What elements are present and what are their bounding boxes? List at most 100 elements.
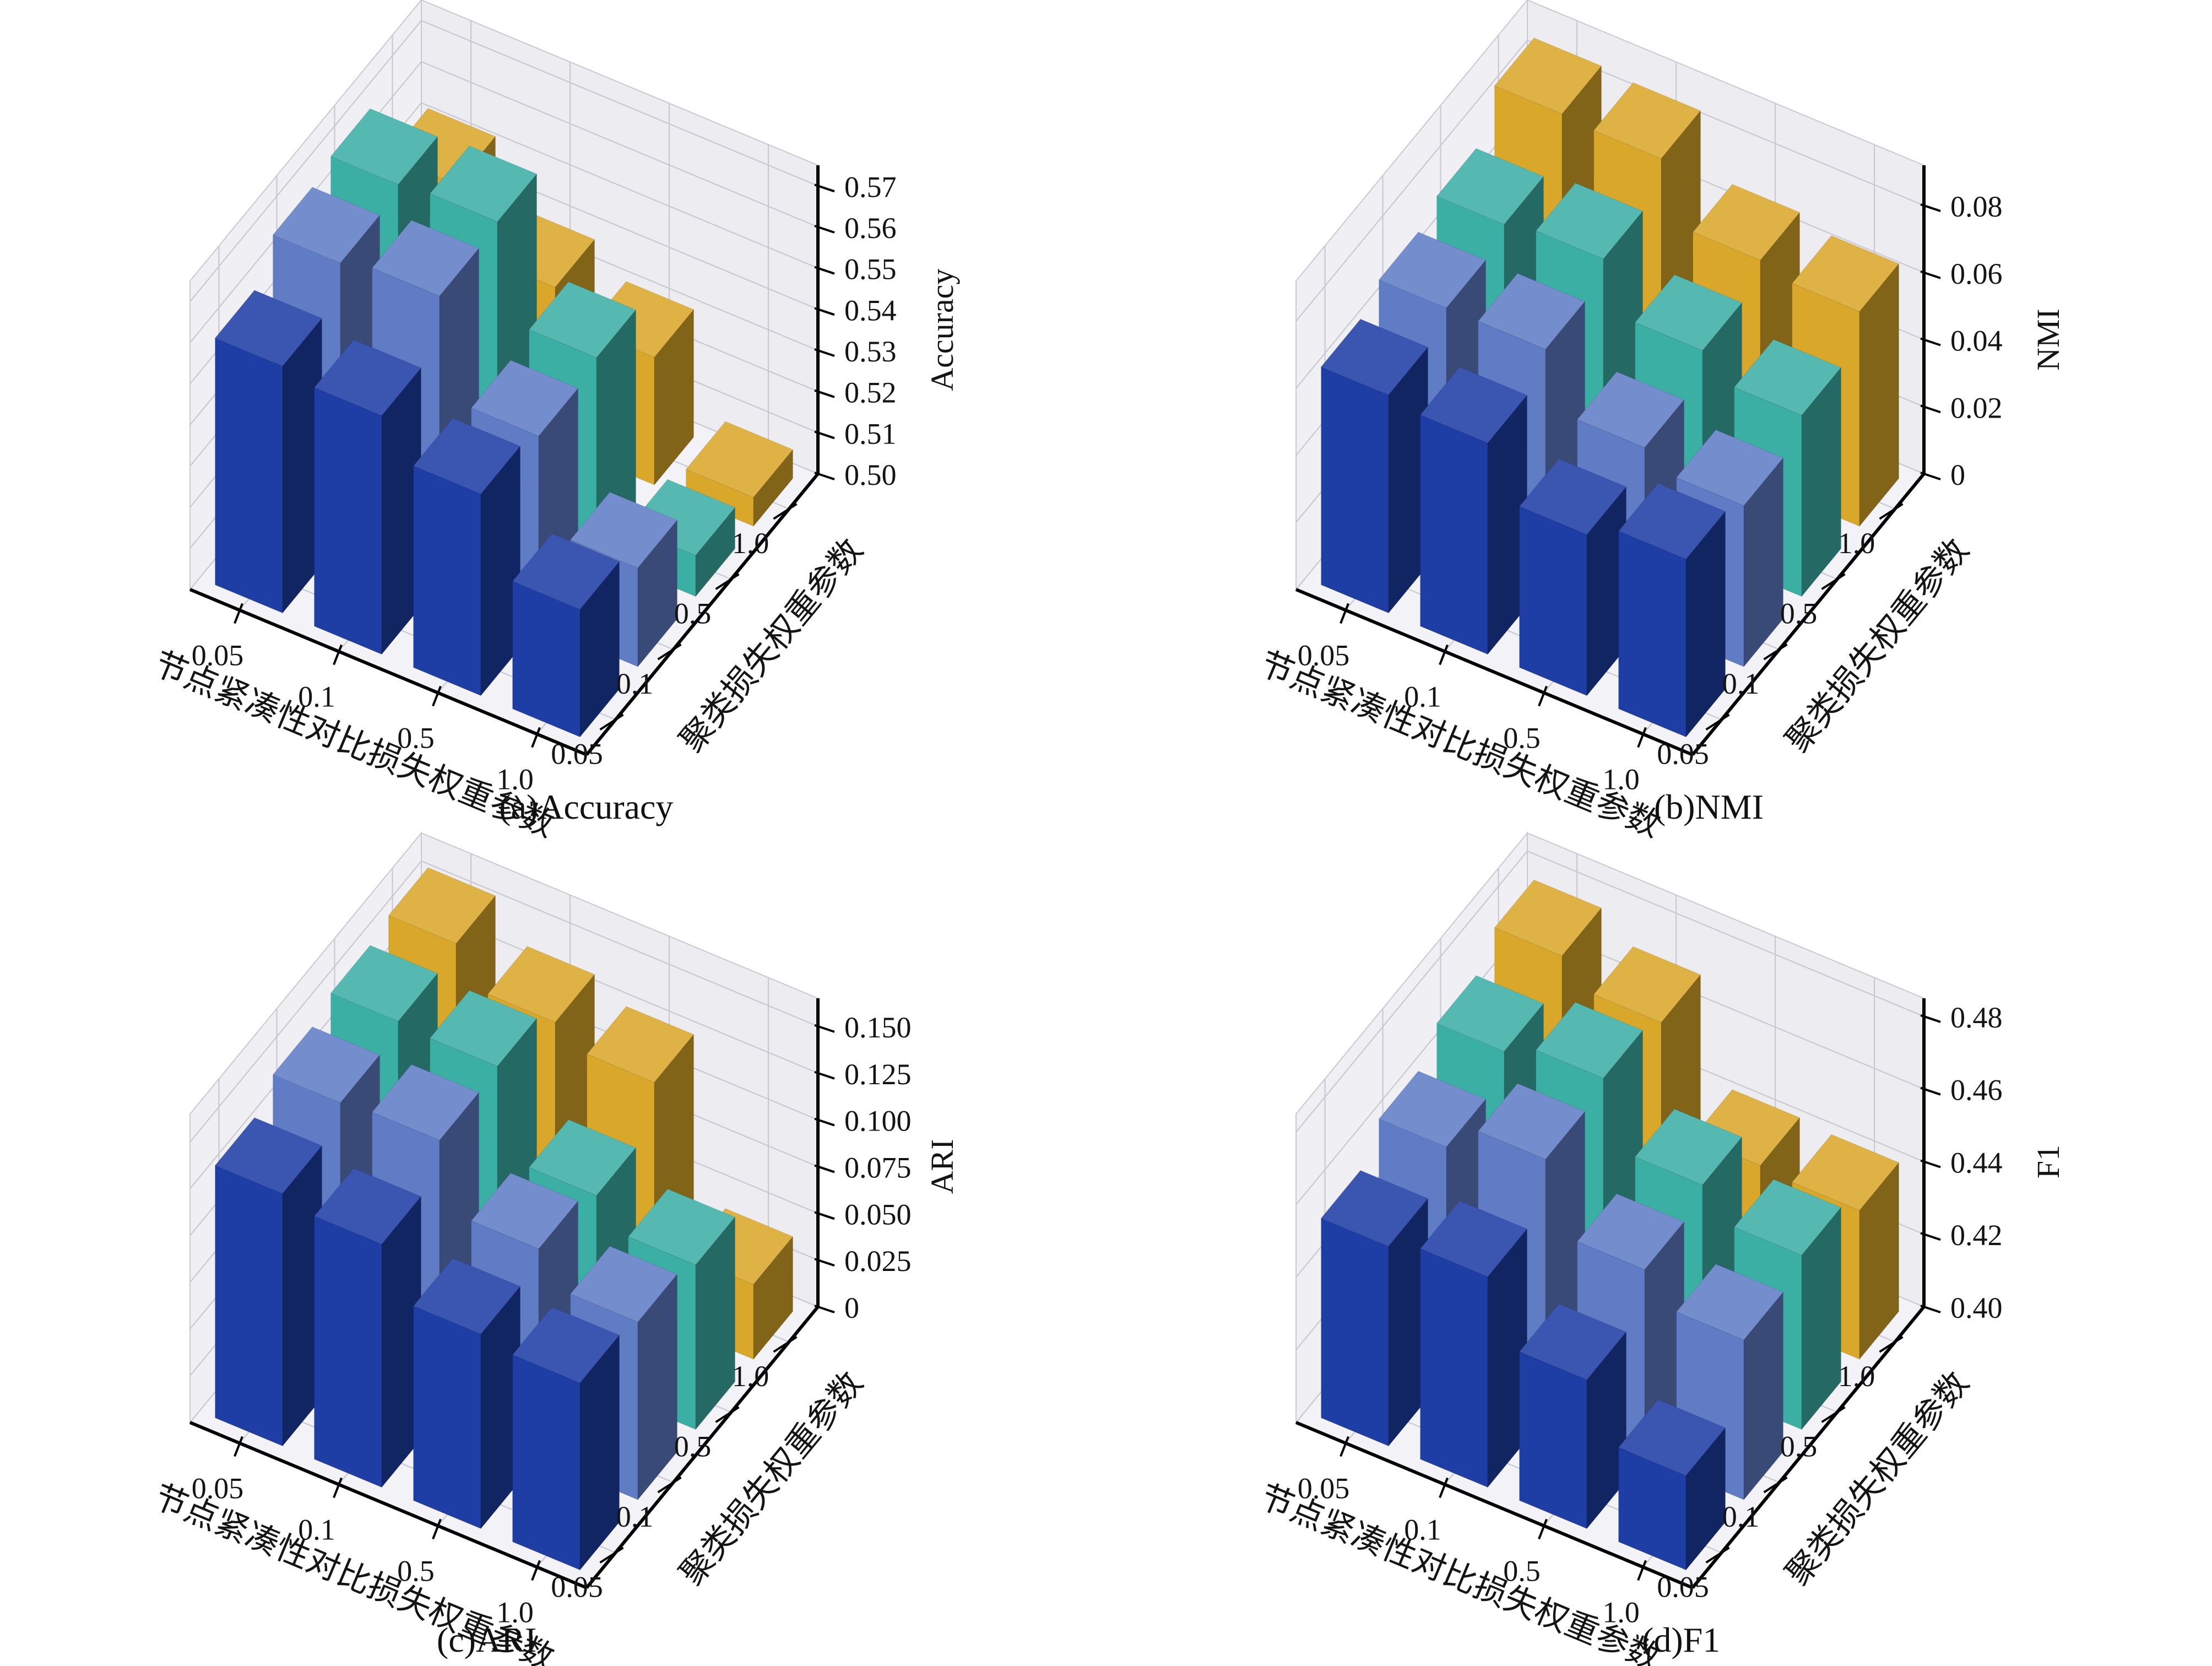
x-axis-line <box>1295 588 1694 756</box>
bar-top <box>272 1026 381 1104</box>
caption-f1: (d)F1 <box>1642 1620 1721 1659</box>
x-tick-mark <box>1439 644 1449 666</box>
bar-top <box>1576 1193 1685 1270</box>
bar-top <box>371 1064 480 1141</box>
y-tick-mark <box>773 1336 798 1353</box>
bar-front-0.05-0.1 <box>314 387 382 655</box>
bar-top <box>371 220 480 297</box>
bar-front-0.05-0.5 <box>1519 506 1587 696</box>
bar-top <box>1618 483 1726 560</box>
y-tick-label: 1.0 <box>732 1360 769 1393</box>
z-tick-mark <box>814 1164 835 1173</box>
z-tick-mark <box>814 348 835 357</box>
bar-top <box>1634 1108 1743 1186</box>
caption-nmi: (b)NMI <box>1653 787 1764 826</box>
y-tick-mark <box>599 713 624 731</box>
bar-top <box>214 290 323 367</box>
caption-accuracy: (a)Accuracy <box>499 787 674 826</box>
bar-top <box>685 421 794 498</box>
x-tick-mark <box>1340 1436 1349 1457</box>
z-tick-mark <box>814 430 835 440</box>
bar-top <box>1634 274 1743 351</box>
grid-line-z <box>421 102 818 269</box>
bar-front-0.05-0.1 <box>1420 414 1488 655</box>
bar-front-0.05-0.05 <box>215 1165 283 1447</box>
z-tick-label: 0.06 <box>1950 257 2003 290</box>
z-tick-label: 0 <box>1950 458 1965 491</box>
z-axis-title: F1 <box>2030 1145 2066 1178</box>
z-tick-label: 0.04 <box>1950 324 2003 358</box>
x-tick-mark <box>531 727 541 748</box>
grid-line-z <box>1295 40 1528 322</box>
bar-top <box>1535 182 1644 259</box>
bar-top <box>313 1168 422 1245</box>
x-tick-label: 0.05 <box>1298 639 1350 672</box>
bar-top <box>1477 1083 1586 1160</box>
bar-top <box>1733 339 1842 416</box>
y-tick-label: 0.05 <box>551 737 603 770</box>
x-axis-line <box>189 1421 588 1589</box>
y-tick-mark <box>1763 1476 1788 1494</box>
y-tick-mark <box>657 1476 682 1494</box>
z-axis-title: NMI <box>2030 309 2066 371</box>
z-tick-mark <box>1920 270 1941 279</box>
z-tick-label: 0.52 <box>844 376 897 409</box>
bar-top <box>1519 1303 1627 1381</box>
bar-top <box>586 1006 695 1083</box>
z-tick-label: 0.46 <box>1950 1074 2003 1107</box>
x-tick-label: 1.0 <box>1602 1596 1640 1629</box>
x-tick-label: 1.0 <box>496 763 534 796</box>
z-tick-label: 0.08 <box>1950 190 2003 223</box>
y-tick-mark <box>657 643 682 661</box>
bar-top <box>1519 458 1627 536</box>
x-tick-mark <box>1340 603 1349 624</box>
x-tick-label: 0.1 <box>298 1513 335 1546</box>
z-tick-label: 0.44 <box>1950 1146 2003 1179</box>
y-tick-mark <box>1763 643 1788 661</box>
z-tick-mark <box>814 1211 835 1220</box>
y-axis-line <box>1691 1306 1926 1589</box>
y-axis-line <box>585 473 820 756</box>
grid-line-z <box>421 61 818 228</box>
y-tick-mark <box>1821 1406 1846 1423</box>
x-tick-label: 0.5 <box>397 722 435 755</box>
x-tick-label: 1.0 <box>496 1596 534 1629</box>
grid-line-z <box>189 861 422 1143</box>
x-tick-mark <box>1439 1477 1449 1499</box>
nmi-3d-bar-chart: 0.05 0.1 0.5 1.0 0.05 0.1 0.5 1.0 0 0.02 0.04 0.06 0… <box>1255 0 2066 844</box>
y-tick-mark <box>715 1406 740 1423</box>
bar-top <box>413 1258 521 1335</box>
bar-front-0.05-1.0 <box>1618 531 1687 738</box>
bar-front-0.05-0.1 <box>314 1215 382 1488</box>
bar-top <box>512 1306 620 1383</box>
x-tick-mark <box>234 1436 243 1457</box>
y-tick-mark <box>1705 1546 1730 1564</box>
z-tick-mark <box>814 1024 835 1033</box>
z-tick-label: 0.50 <box>844 458 897 491</box>
z-tick-label: 0.54 <box>844 294 897 327</box>
bar-front-0.05-0.5 <box>413 1305 481 1529</box>
ari-3d-bar-chart: 0.05 0.1 0.5 1.0 0.05 0.1 0.5 1.0 0 0.025 0.050 0.0… <box>149 831 960 1666</box>
z-tick-mark <box>1920 1159 1941 1169</box>
y-tick-label: 0.1 <box>1722 1500 1760 1533</box>
x-tick-label: 0.1 <box>1404 680 1441 713</box>
z-tick-label: 0.025 <box>844 1245 912 1278</box>
x-tick-label: 0.05 <box>192 1472 244 1505</box>
z-tick-mark <box>814 1258 835 1267</box>
y-tick-mark <box>1879 503 1904 520</box>
z-tick-mark <box>814 266 835 275</box>
z-tick-mark <box>1920 203 1941 212</box>
z-tick-label: 0.100 <box>844 1105 912 1138</box>
bar-top <box>429 145 538 223</box>
y-tick-label: 0.1 <box>1722 667 1760 700</box>
z-tick-mark <box>1920 404 1941 414</box>
bar-top <box>1320 1170 1429 1247</box>
bar-top <box>330 108 438 185</box>
z-tick-label: 0.53 <box>844 335 897 368</box>
bar-top <box>627 1188 736 1265</box>
z-tick-mark <box>814 1117 835 1127</box>
bar-top <box>1320 318 1429 396</box>
f1-3d-bar-chart: 0.05 0.1 0.5 1.0 0.05 0.1 0.5 1.0 0.40 0.42 0.44 0.… <box>1255 831 2066 1666</box>
bar-top <box>1593 946 1701 1023</box>
